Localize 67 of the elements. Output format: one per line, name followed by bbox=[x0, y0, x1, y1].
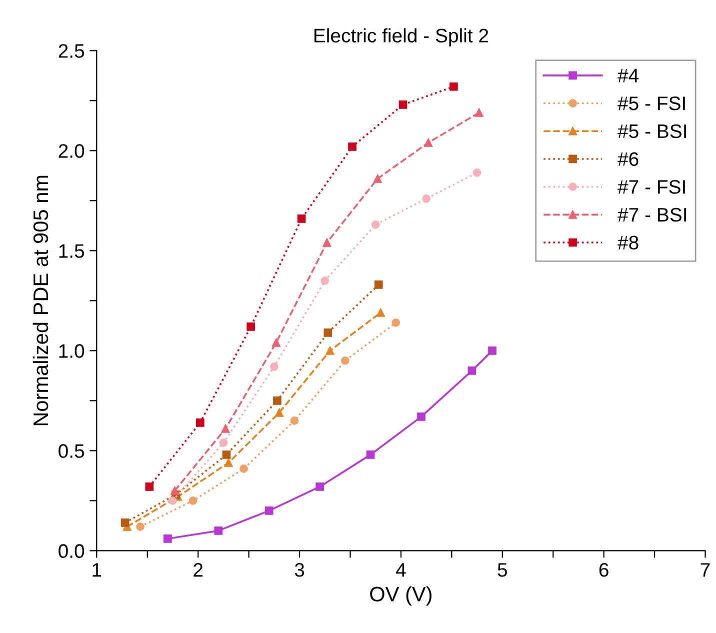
y-tick-label: 2.0 bbox=[58, 144, 84, 158]
y-tick-label: 2.5 bbox=[58, 44, 84, 58]
legend-label: #8 bbox=[618, 236, 638, 250]
point bbox=[374, 280, 383, 289]
point bbox=[320, 276, 330, 285]
point bbox=[371, 220, 380, 229]
x-tick-label: 1 bbox=[92, 563, 102, 577]
point bbox=[488, 346, 496, 355]
point bbox=[468, 366, 476, 375]
legend-label: #7 - BSI bbox=[618, 208, 686, 222]
point bbox=[272, 338, 280, 347]
point bbox=[366, 450, 375, 459]
point bbox=[474, 108, 484, 117]
point bbox=[221, 424, 230, 433]
point bbox=[472, 168, 482, 177]
x-tick-label: 7 bbox=[700, 563, 710, 577]
legend-label: #5 - FSI bbox=[618, 96, 685, 110]
point bbox=[424, 138, 433, 147]
legend-label: #4 bbox=[618, 68, 639, 82]
point bbox=[270, 362, 278, 371]
point bbox=[297, 214, 306, 223]
point bbox=[264, 506, 274, 515]
point bbox=[163, 534, 172, 543]
point bbox=[170, 486, 179, 495]
point bbox=[322, 238, 332, 247]
x-tick-label: 3 bbox=[294, 563, 304, 577]
y-tick-label: 1.0 bbox=[59, 344, 84, 358]
point bbox=[326, 346, 334, 355]
point bbox=[341, 356, 350, 365]
x-tick-label: 2 bbox=[194, 563, 203, 577]
point bbox=[275, 408, 284, 417]
x-tick-label: 4 bbox=[396, 563, 406, 577]
point bbox=[196, 418, 204, 427]
x-tick-label: 6 bbox=[599, 563, 608, 577]
point bbox=[222, 450, 231, 459]
y-tick-label: 0.0 bbox=[58, 544, 84, 558]
point bbox=[168, 496, 177, 505]
point bbox=[348, 142, 356, 151]
x-axis-title: OV (V) bbox=[370, 586, 432, 606]
point bbox=[373, 174, 382, 183]
point bbox=[120, 518, 130, 527]
point bbox=[224, 458, 233, 467]
point bbox=[240, 464, 248, 473]
point bbox=[136, 522, 144, 531]
point bbox=[324, 328, 332, 337]
point bbox=[450, 82, 458, 91]
x-tick-label: 5 bbox=[498, 563, 507, 577]
chart-title: Electric field - Split 2 bbox=[314, 28, 488, 46]
point bbox=[145, 482, 154, 491]
point bbox=[316, 482, 324, 491]
point bbox=[273, 396, 282, 405]
point bbox=[398, 100, 408, 109]
point bbox=[219, 438, 228, 447]
y-axis-title: Normalized PDE at 905 nm bbox=[32, 176, 48, 426]
point bbox=[188, 496, 198, 505]
point bbox=[376, 308, 385, 317]
point bbox=[422, 194, 430, 203]
point bbox=[392, 318, 400, 327]
point bbox=[290, 416, 299, 425]
legend-label: #6 bbox=[618, 152, 638, 166]
point bbox=[246, 322, 256, 331]
y-tick-label: 0.5 bbox=[58, 444, 84, 458]
y-tick-label: 1.5 bbox=[59, 244, 84, 258]
point bbox=[417, 412, 426, 421]
legend-label: #7 - FSI bbox=[618, 180, 685, 194]
legend-label: #5 - BSI bbox=[618, 124, 686, 138]
point bbox=[214, 526, 223, 535]
